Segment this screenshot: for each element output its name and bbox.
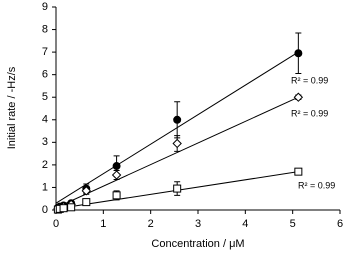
data-point <box>81 186 92 196</box>
data-point <box>173 115 182 124</box>
x-tick-label: 0 <box>53 218 59 230</box>
x-tick-label: 6 <box>337 218 343 230</box>
r2-label: R² = 0.99 <box>291 75 328 85</box>
y-tick-label: 3 <box>42 136 48 148</box>
data-point <box>294 167 303 176</box>
x-tick-label: 1 <box>100 218 106 230</box>
y-tick-label: 1 <box>42 181 48 193</box>
x-tick-label: 2 <box>148 218 154 230</box>
x-tick-label: 5 <box>290 218 296 230</box>
data-point <box>67 203 76 212</box>
data-point <box>111 170 122 180</box>
data-point <box>173 184 182 193</box>
data-point <box>293 92 304 102</box>
y-tick-label: 0 <box>42 204 48 216</box>
data-point <box>112 191 121 200</box>
r2-label: R² = 0.99 <box>298 180 335 190</box>
data-point <box>112 162 121 171</box>
x-tick-label: 3 <box>195 218 201 230</box>
y-tick-label: 4 <box>42 114 48 126</box>
trendline <box>55 96 299 209</box>
data-point <box>59 204 68 213</box>
data-point <box>172 138 182 149</box>
r2-label: R² = 0.99 <box>291 108 328 118</box>
data-point <box>294 49 303 58</box>
y-tick-label: 7 <box>42 46 48 58</box>
y-tick-label: 2 <box>42 159 48 171</box>
y-axis-title: Initial rate / -Hz/s <box>6 66 18 149</box>
data-point <box>82 198 91 207</box>
y-tick-label: 5 <box>42 91 48 103</box>
y-tick-label: 9 <box>42 1 48 13</box>
y-tick-label: 8 <box>42 23 48 35</box>
y-tick-label: 6 <box>42 69 48 81</box>
x-tick-label: 4 <box>242 218 248 230</box>
x-axis-title: Concentration / μM <box>151 238 244 250</box>
